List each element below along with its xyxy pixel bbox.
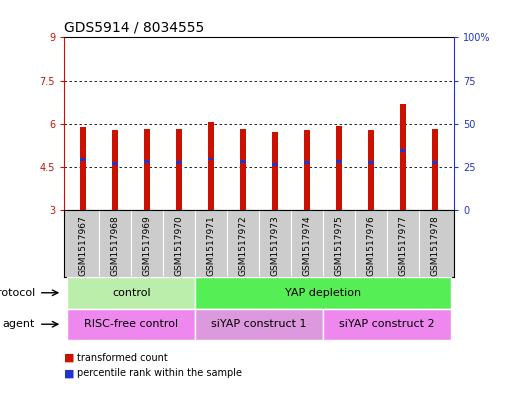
Bar (368, 161, 374, 164)
Text: GSM1517967: GSM1517967 (79, 216, 88, 276)
Bar (67, 309, 195, 340)
Bar (272, 163, 278, 165)
Bar (208, 122, 214, 210)
Bar (195, 277, 451, 309)
Bar (400, 104, 406, 210)
Text: GSM1517968: GSM1517968 (111, 216, 120, 276)
Bar (304, 161, 310, 164)
Bar (176, 129, 182, 210)
Text: GSM1517976: GSM1517976 (366, 216, 376, 276)
Text: GSM1517978: GSM1517978 (430, 216, 439, 276)
Text: ■: ■ (64, 368, 74, 378)
Bar (112, 162, 118, 165)
Bar (432, 161, 438, 164)
Text: transformed count: transformed count (77, 353, 168, 363)
Bar (208, 158, 214, 160)
Bar (432, 129, 438, 210)
Text: GSM1517975: GSM1517975 (334, 216, 344, 276)
Text: percentile rank within the sample: percentile rank within the sample (77, 368, 242, 378)
Text: GSM1517973: GSM1517973 (270, 216, 280, 276)
Text: GSM1517970: GSM1517970 (174, 216, 184, 276)
Bar (144, 129, 150, 210)
Bar (368, 130, 374, 210)
Bar (400, 149, 406, 152)
Text: YAP depletion: YAP depletion (285, 288, 361, 298)
Text: GSM1517969: GSM1517969 (143, 216, 152, 276)
Bar (240, 129, 246, 210)
Bar (304, 130, 310, 210)
Bar (81, 158, 86, 161)
Bar (67, 277, 195, 309)
Text: control: control (112, 288, 150, 298)
Bar (144, 160, 150, 163)
Bar (176, 161, 182, 164)
Bar (195, 309, 323, 340)
Bar (112, 130, 118, 210)
Text: GDS5914 / 8034555: GDS5914 / 8034555 (64, 21, 204, 35)
Bar (336, 160, 342, 163)
Text: ■: ■ (64, 353, 74, 363)
Text: GSM1517977: GSM1517977 (399, 216, 407, 276)
Text: siYAP construct 2: siYAP construct 2 (339, 319, 435, 329)
Text: GSM1517971: GSM1517971 (207, 216, 215, 276)
Text: GSM1517974: GSM1517974 (303, 216, 311, 276)
Text: protocol: protocol (0, 288, 35, 298)
Text: GSM1517972: GSM1517972 (239, 216, 248, 276)
Bar (272, 132, 278, 210)
Text: agent: agent (3, 319, 35, 329)
Bar (81, 127, 86, 210)
Bar (323, 309, 451, 340)
Bar (240, 160, 246, 163)
Text: RISC-free control: RISC-free control (84, 319, 179, 329)
Text: siYAP construct 1: siYAP construct 1 (211, 319, 307, 329)
Bar (336, 126, 342, 210)
